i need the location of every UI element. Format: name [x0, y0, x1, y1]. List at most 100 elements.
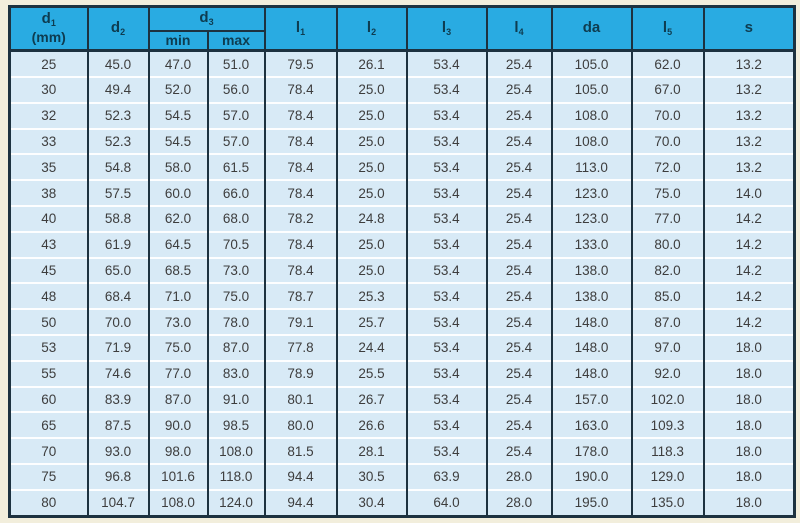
table-cell: 30.4 [335, 489, 408, 517]
table-cell: 57.0 [206, 128, 266, 155]
table-cell: 78.4 [263, 231, 338, 258]
table-cell: 25.4 [485, 335, 553, 361]
table-cell: 53.4 [405, 231, 488, 258]
table-cell: 55 [8, 360, 89, 387]
table-cell: 98.5 [206, 412, 266, 439]
table-cell: 87.0 [206, 335, 266, 361]
table-cell: 64.5 [147, 231, 209, 258]
table-cell: 71.0 [147, 283, 209, 310]
table-cell: 25.0 [335, 180, 408, 207]
table-cell: 78.2 [263, 206, 338, 232]
table-cell: 67.0 [630, 77, 705, 103]
table-row: 32 52.3 54.5 57.0 78.4 25.0 53.4 25.4 108.0 70.0 1… [8, 102, 796, 129]
table-cell: 18.0 [702, 464, 796, 490]
table-cell: 30 [8, 77, 89, 103]
table-cell: 105.0 [550, 50, 633, 78]
table-row: 75 96.8 101.6 118.0 94.4 30.5 63.9 28.0 190.0 129… [8, 464, 796, 490]
table-cell: 25.4 [485, 438, 553, 465]
table-cell: 53.4 [405, 128, 488, 155]
table-cell: 105.0 [550, 77, 633, 103]
table-cell: 102.0 [630, 386, 705, 413]
table-cell: 53.4 [405, 206, 488, 232]
table-row: 60 83.9 87.0 91.0 80.1 26.7 53.4 25.4 157.0 102.0… [8, 386, 796, 413]
table-cell: 13.2 [702, 50, 796, 78]
table-cell: 53.4 [405, 412, 488, 439]
table-cell: 54.5 [147, 128, 209, 155]
table-cell: 26.6 [335, 412, 408, 439]
table-row: 70 93.0 98.0 108.0 81.5 28.1 53.4 25.4 178.0 118.… [8, 438, 796, 465]
table-cell: 65.0 [86, 257, 150, 284]
table-row: 48 68.4 71.0 75.0 78.7 25.3 53.4 25.4 138.0 85.0 1… [8, 283, 796, 310]
table-row: 33 52.3 54.5 57.0 78.4 25.0 53.4 25.4 108.0 70.0 1… [8, 128, 796, 155]
table-cell: 28.0 [485, 464, 553, 490]
table-cell: 14.2 [702, 283, 796, 310]
table-cell: 49.4 [86, 77, 150, 103]
table-cell: 148.0 [550, 335, 633, 361]
table-cell: 104.7 [86, 489, 150, 517]
table-row: 38 57.5 60.0 66.0 78.4 25.0 53.4 25.4 123.0 75.0 1… [8, 180, 796, 207]
table-cell: 43 [8, 231, 89, 258]
col-header-d3-max: max [206, 29, 266, 52]
col-header-da: da [550, 5, 633, 52]
table-cell: 70.5 [206, 231, 266, 258]
table-row: 43 61.9 64.5 70.5 78.4 25.0 53.4 25.4 133.0 80.0 1… [8, 231, 796, 258]
table-cell: 13.2 [702, 154, 796, 181]
table-row: 53 71.9 75.0 87.0 77.8 24.4 53.4 25.4 148.0 97.0 1… [8, 335, 796, 361]
table-cell: 75 [8, 464, 89, 490]
table-cell: 25.0 [335, 231, 408, 258]
table-cell: 70 [8, 438, 89, 465]
dimension-table: d1 (mm) d2 d3 l1 l2 l3 [8, 5, 796, 518]
table-cell: 75.0 [630, 180, 705, 207]
table-cell: 74.6 [86, 360, 150, 387]
table-cell: 58.8 [86, 206, 150, 232]
table-cell: 45.0 [86, 50, 150, 78]
table-cell: 87.5 [86, 412, 150, 439]
table-cell: 91.0 [206, 386, 266, 413]
table-cell: 35 [8, 154, 89, 181]
table-cell: 92.0 [630, 360, 705, 387]
table-cell: 18.0 [702, 360, 796, 387]
table-cell: 61.5 [206, 154, 266, 181]
table-cell: 18.0 [702, 335, 796, 361]
col-header-l3: l3 [405, 5, 488, 52]
table-cell: 26.7 [335, 386, 408, 413]
table-cell: 18.0 [702, 386, 796, 413]
table-cell: 53.4 [405, 335, 488, 361]
table-cell: 65 [8, 412, 89, 439]
table-cell: 80.0 [630, 231, 705, 258]
table-cell: 77.0 [630, 206, 705, 232]
table-cell: 25.4 [485, 283, 553, 310]
table-cell: 58.0 [147, 154, 209, 181]
col-header-d2: d2 [86, 5, 150, 52]
table-cell: 63.9 [405, 464, 488, 490]
table-cell: 45 [8, 257, 89, 284]
table-cell: 78.0 [206, 309, 266, 336]
table-cell: 32 [8, 102, 89, 129]
table-cell: 68.0 [206, 206, 266, 232]
table-cell: 25.4 [485, 50, 553, 78]
table-cell: 53 [8, 335, 89, 361]
table-cell: 25.0 [335, 102, 408, 129]
table-cell: 40 [8, 206, 89, 232]
table-cell: 123.0 [550, 180, 633, 207]
table-cell: 81.5 [263, 438, 338, 465]
table-cell: 123.0 [550, 206, 633, 232]
table-cell: 53.4 [405, 386, 488, 413]
table-cell: 73.0 [147, 309, 209, 336]
table-cell: 62.0 [630, 50, 705, 78]
table-cell: 78.4 [263, 257, 338, 284]
table-cell: 101.6 [147, 464, 209, 490]
table-cell: 85.0 [630, 283, 705, 310]
table-header: d1 (mm) d2 d3 l1 l2 l3 [8, 5, 796, 52]
table-cell: 118.0 [206, 464, 266, 490]
table-cell: 25.0 [335, 77, 408, 103]
table-cell: 25.5 [335, 360, 408, 387]
table-cell: 13.2 [702, 128, 796, 155]
table-cell: 83.9 [86, 386, 150, 413]
table-cell: 24.8 [335, 206, 408, 232]
table-cell: 94.4 [263, 464, 338, 490]
table-cell: 60.0 [147, 180, 209, 207]
table-cell: 25.4 [485, 154, 553, 181]
table-cell: 57.0 [206, 102, 266, 129]
table-cell: 25 [8, 50, 89, 78]
